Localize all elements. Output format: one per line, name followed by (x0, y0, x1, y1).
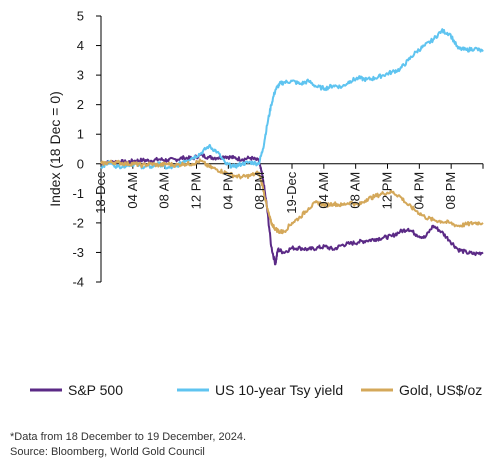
series-line-s-p-500 (100, 152, 484, 266)
footnote-data-range: *Data from 18 December to 19 December, 2… (10, 431, 247, 443)
legend: S&P 500 US 10-year Tsy yield Gold, US$/oz (30, 382, 482, 398)
series-line-us-10-year-tsy-yield (100, 28, 484, 170)
legend-label-gold-us-oz: Gold, US$/oz (399, 382, 482, 398)
y-tick-label: 2 (77, 97, 84, 112)
y-tick-label: -3 (72, 245, 84, 260)
y-tick-label: 3 (77, 68, 84, 83)
x-tick-label: 08 PM (443, 172, 458, 210)
chart-svg: Index (18 Dec = 0) 5 4 3 2 1 0 -1 -2 -3 -4 18-Dec… (30, 9, 484, 398)
y-tick-label: 5 (77, 9, 84, 24)
x-tick-label: 04 PM (220, 172, 235, 210)
y-tick-labels: 5 4 3 2 1 0 -1 -2 -3 -4 (72, 9, 84, 290)
x-tick-label: 08 AM (157, 172, 172, 209)
y-tick-label: -1 (72, 186, 84, 201)
legend-label-us-10-year-tsy-yield: US 10-year Tsy yield (215, 382, 343, 398)
x-tick-label: 04 PM (411, 172, 426, 210)
axes (96, 15, 484, 283)
y-axis-title-group: Index (18 Dec = 0) (47, 91, 63, 207)
x-tick-label: 12 PM (380, 172, 395, 210)
x-tick-label: 12 PM (189, 172, 204, 210)
x-tick-label: 19-Dec (284, 171, 299, 213)
y-tick-label: -2 (72, 215, 84, 230)
footnote-source: Source: Bloomberg, World Gold Council (10, 446, 205, 458)
x-tick-label: 08 PM (252, 172, 267, 210)
series-lines (100, 28, 484, 266)
y-tick-label: 1 (77, 127, 84, 142)
legend-label-s-p-500: S&P 500 (68, 382, 123, 398)
y-axis-title: Index (18 Dec = 0) (47, 91, 63, 207)
y-tick-label: 0 (77, 156, 84, 171)
x-tick-labels: 18-Dec 04 AM 08 AM 12 PM 04 PM 08 PM 19-Dec 04 … (93, 171, 458, 213)
x-tick-label: 04 AM (316, 172, 331, 209)
x-tick-label: 04 AM (125, 172, 140, 209)
x-tick-label: 18-Dec (93, 171, 108, 213)
footnote: *Data from 18 December to 19 December, 2… (10, 430, 246, 460)
series-line-gold-us-oz (100, 158, 484, 235)
x-tick-label: 08 AM (348, 172, 363, 209)
y-tick-label: -4 (72, 275, 84, 290)
y-tick-label: 4 (77, 38, 84, 53)
